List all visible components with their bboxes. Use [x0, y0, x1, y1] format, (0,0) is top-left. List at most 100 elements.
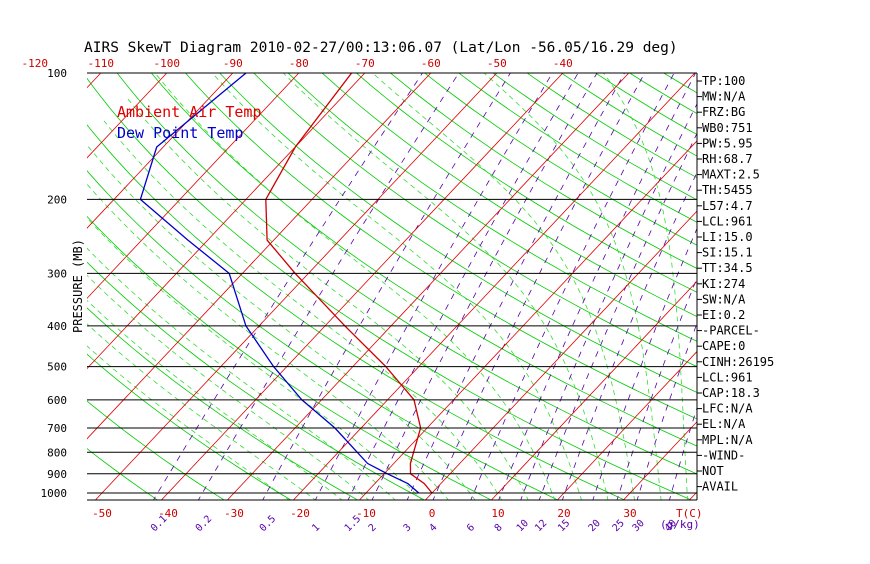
dry-adiabat [783, 64, 870, 502]
top-temp-tick-label: -40 [553, 57, 573, 70]
mixing-ratio-line [470, 73, 675, 500]
dry-adiabat [750, 64, 870, 502]
index-label: TH:5455 [702, 183, 753, 197]
mixing-ratio-line [520, 103, 697, 500]
mixing-ratio-line [561, 171, 697, 500]
mixing-ratio-tick-label: 8 [493, 522, 505, 534]
y-tick-label: 700 [47, 422, 67, 435]
index-label: CAPE:0 [702, 339, 745, 353]
index-label: -PARCEL- [702, 324, 760, 338]
index-label: CAP:18.3 [702, 386, 760, 400]
mixing-ratio-tick-label: 12 [533, 518, 549, 534]
dry-adiabat [87, 77, 693, 500]
bottom-temp-tick-label: 10 [491, 507, 504, 520]
index-label: EL:N/A [702, 417, 746, 431]
legend-dew-point-temp: Dew Point Temp [117, 124, 243, 142]
dry-adiabat [87, 353, 292, 500]
index-label: PW:5.95 [702, 136, 753, 150]
moist-adiabat [282, 73, 609, 500]
moist-adiabat [87, 345, 290, 500]
mixing-ratio-line [636, 322, 697, 500]
y-tick-label: 1000 [41, 487, 68, 500]
mixing-ratio-tick-label: 1 [310, 522, 322, 534]
top-temp-tick-label: -70 [355, 57, 375, 70]
isotherm [87, 73, 234, 229]
mixing-ratio-line [592, 227, 697, 500]
isotherm [820, 64, 870, 502]
isotherm [87, 73, 168, 159]
bottom-temp-tick-label: 20 [557, 507, 570, 520]
mixing-ratio-tick-label: 3 [402, 522, 414, 534]
top-temp-tick-label: -100 [154, 57, 181, 70]
top-temp-tick-label: -90 [223, 57, 243, 70]
mixing-ratio-tick-label: 15 [556, 518, 572, 534]
mixing-ratio-tick-label: 4 [427, 522, 439, 534]
mixing-ratio-tick-label: 0.5 [258, 514, 279, 535]
grid-layer [0, 64, 870, 502]
index-label: TT:34.5 [702, 261, 753, 275]
moist-adiabat [87, 144, 476, 500]
dry-adiabat [526, 73, 697, 179]
dry-adiabat [87, 170, 559, 500]
isotherm [556, 350, 697, 500]
moist-adiabat [602, 73, 688, 500]
isotherm [0, 64, 44, 502]
moist-adiabat [483, 73, 662, 500]
top-temp-tick-label: -80 [289, 57, 309, 70]
moist-adiabat [87, 217, 423, 500]
index-label: MPL:N/A [702, 433, 753, 447]
moist-adiabat [87, 247, 396, 500]
dry-adiabat [150, 73, 697, 447]
index-label: CINH:26195 [702, 355, 774, 369]
isotherm [160, 73, 564, 500]
mixing-ratio-tick-label: 6 [465, 522, 477, 534]
y-tick-label: 100 [47, 67, 67, 80]
mixing-ratio-line [347, 73, 579, 500]
chart-title: AIRS SkewT Diagram 2010-02-27/00:13:06.0… [84, 40, 678, 56]
mixing-ratio-tick-label: 30 [631, 518, 647, 534]
dry-adiabat [87, 400, 225, 500]
bottom-temp-tick-label: 30 [623, 507, 636, 520]
index-label: SI:15.1 [702, 246, 753, 260]
isotherm [358, 140, 697, 500]
isotherm [424, 210, 697, 500]
index-label: LFC:N/A [702, 402, 753, 416]
isotherm [87, 73, 300, 299]
legend-ambient-air-temp: Ambient Air Temp [117, 103, 262, 121]
moist-adiabat [211, 73, 582, 500]
dry-adiabat [219, 73, 697, 393]
bottom-temp-unit: T(C) [676, 507, 703, 520]
dry-adiabat [389, 73, 697, 269]
isotherm [87, 73, 432, 440]
y-tick-label: 900 [47, 468, 67, 481]
mixing-ratio-unit: (g/kg) [660, 518, 700, 531]
top-temp-tick-label: -50 [487, 57, 507, 70]
dry-adiabat [253, 73, 697, 368]
index-label: KI:274 [702, 277, 745, 291]
index-label: TP:100 [702, 74, 745, 88]
dry-adiabat [87, 307, 359, 500]
moist-adiabat [87, 299, 343, 500]
mixing-ratio-line [432, 73, 646, 500]
moist-adiabat [87, 274, 370, 500]
isotherm [226, 73, 630, 500]
isotherm [622, 421, 697, 500]
dry-adiabat [817, 64, 870, 502]
isotherm [292, 73, 696, 500]
bottom-temp-tick-label: -50 [92, 507, 112, 520]
bottom-temp-tick-label: -10 [356, 507, 376, 520]
bottom-temp-tick-label: -30 [224, 507, 244, 520]
mixing-ratio-tick-label: 25 [611, 518, 627, 534]
ambient-air-temp-line [265, 73, 433, 494]
index-label: EI:0.2 [702, 308, 745, 322]
index-label: SW:N/A [702, 292, 746, 306]
index-label: WB0:751 [702, 121, 753, 135]
mixing-ratio-line [152, 73, 423, 500]
index-label: FRZ:BG [702, 105, 745, 119]
top-temp-tick-label: -110 [88, 57, 115, 70]
dry-adiabat [355, 73, 697, 293]
dry-adiabat [87, 124, 626, 500]
bottom-temp-tick-label: -40 [158, 507, 178, 520]
index-label: RH:68.7 [702, 152, 753, 166]
